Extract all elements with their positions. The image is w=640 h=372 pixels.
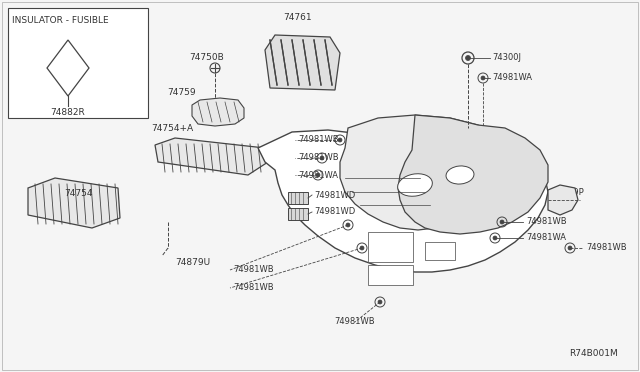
Circle shape (316, 173, 320, 177)
Circle shape (338, 138, 342, 142)
Text: 74981WB: 74981WB (335, 317, 375, 327)
Text: 74981WB: 74981WB (298, 154, 339, 163)
Circle shape (481, 76, 485, 80)
Text: INSULATOR - FUSIBLE: INSULATOR - FUSIBLE (12, 16, 109, 25)
Circle shape (500, 220, 504, 224)
Text: 74981WA: 74981WA (526, 234, 566, 243)
Polygon shape (398, 115, 548, 234)
Text: 74879U: 74879U (175, 258, 211, 267)
Text: 74981WB: 74981WB (526, 218, 566, 227)
Text: 74300J: 74300J (492, 54, 521, 62)
Text: 74759: 74759 (168, 88, 196, 97)
Bar (288, 208, 308, 220)
Text: 74981WD: 74981WD (314, 190, 355, 199)
Text: 74981WA: 74981WA (492, 74, 532, 83)
Text: 74750B: 74750B (189, 53, 225, 62)
Bar (425, 242, 455, 260)
Circle shape (320, 156, 324, 160)
Text: 74981WB: 74981WB (233, 266, 274, 275)
Polygon shape (548, 185, 578, 215)
Text: 74754: 74754 (64, 189, 92, 198)
Bar (368, 232, 413, 262)
Polygon shape (265, 35, 340, 90)
Text: 74981WD: 74981WD (314, 208, 355, 217)
Ellipse shape (397, 174, 433, 196)
Polygon shape (155, 138, 268, 175)
Text: 74981WB: 74981WB (586, 244, 627, 253)
Bar (8, 8, 148, 118)
Polygon shape (258, 130, 548, 272)
Text: 74981WB: 74981WB (298, 135, 339, 144)
Text: 74869P: 74869P (552, 188, 584, 197)
Polygon shape (192, 98, 244, 126)
Text: R74B001M: R74B001M (569, 349, 618, 358)
Circle shape (346, 223, 350, 227)
Circle shape (568, 246, 572, 250)
Bar (288, 192, 308, 204)
Text: 74981WB: 74981WB (233, 283, 274, 292)
Circle shape (360, 246, 364, 250)
Text: 74882R: 74882R (51, 108, 85, 117)
Circle shape (378, 300, 382, 304)
Polygon shape (28, 178, 120, 228)
Circle shape (465, 55, 470, 61)
Polygon shape (47, 40, 89, 96)
Text: 74981WA: 74981WA (298, 170, 338, 180)
Text: 74761: 74761 (284, 13, 312, 22)
Bar (368, 265, 413, 285)
Circle shape (493, 236, 497, 240)
Ellipse shape (446, 166, 474, 184)
Text: 74754+A: 74754+A (151, 124, 193, 133)
Polygon shape (340, 115, 515, 230)
